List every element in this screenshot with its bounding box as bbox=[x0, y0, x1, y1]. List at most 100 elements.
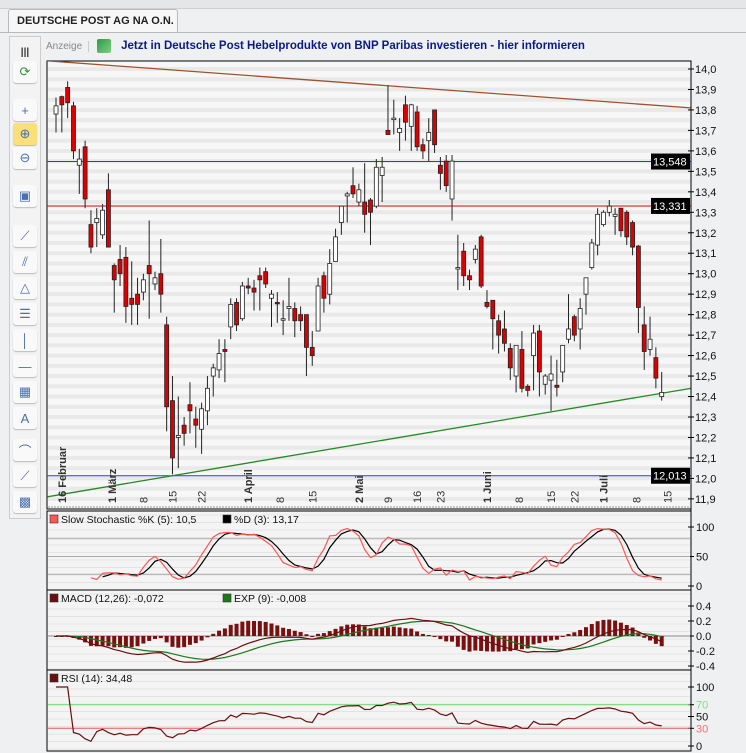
horizontal-line-button[interactable]: — bbox=[13, 355, 37, 377]
y-tick-label: 50 bbox=[696, 552, 708, 564]
macd-histogram-bar bbox=[438, 636, 443, 640]
ray-button[interactable]: ⟋ bbox=[13, 465, 37, 487]
zoom-in-button[interactable]: ⊕ bbox=[13, 123, 37, 145]
macd-histogram-bar bbox=[525, 636, 530, 649]
macd-histogram-bar bbox=[281, 627, 286, 636]
color-palette-button[interactable]: ▩ bbox=[13, 491, 37, 513]
macd-histogram-bar bbox=[543, 636, 548, 642]
macd-histogram-bar bbox=[240, 621, 245, 636]
trendline-button[interactable]: ⟋ bbox=[13, 225, 37, 247]
text-button[interactable]: A bbox=[13, 407, 37, 429]
arc-button[interactable]: ⌒ bbox=[13, 439, 37, 461]
candle-down bbox=[414, 111, 420, 148]
y-tick-label: 0 bbox=[696, 741, 702, 753]
macd-histogram-bar bbox=[321, 633, 326, 636]
macd-histogram-bar bbox=[141, 636, 146, 644]
candle-down bbox=[245, 285, 251, 289]
macd-histogram-bar bbox=[578, 629, 583, 636]
y-tick-label: 14,0 bbox=[695, 64, 716, 76]
grid-band bbox=[48, 466, 690, 471]
grid-band bbox=[48, 148, 690, 153]
macd-histogram-bar bbox=[484, 636, 489, 652]
candle-down bbox=[234, 301, 239, 326]
x-tick-label: 2 Mai bbox=[354, 475, 366, 503]
macd-histogram-bar bbox=[572, 632, 577, 636]
candle-down bbox=[117, 258, 123, 275]
grid-band bbox=[48, 476, 690, 481]
y-tick-label: 100 bbox=[696, 682, 714, 694]
legend-swatch bbox=[222, 514, 232, 524]
macd-histogram-bar bbox=[385, 627, 390, 636]
y-tick-label: 12,2 bbox=[695, 432, 716, 444]
candle-up bbox=[472, 248, 478, 260]
macd-histogram-bar bbox=[502, 636, 507, 652]
macd-histogram-bar bbox=[409, 628, 414, 636]
macd-histogram-bar bbox=[106, 636, 111, 647]
candle-down bbox=[490, 299, 496, 320]
columns-button[interactable]: ||| bbox=[13, 41, 37, 63]
channel-button[interactable]: ⫽ bbox=[13, 251, 37, 273]
screen-settings-button[interactable]: ▣ bbox=[13, 185, 37, 207]
candle-up bbox=[280, 318, 286, 321]
macd-histogram-bar bbox=[286, 629, 291, 636]
candle-down bbox=[181, 424, 187, 434]
candle-down bbox=[170, 400, 175, 459]
candle-up bbox=[606, 205, 612, 213]
candle-down bbox=[630, 222, 635, 248]
macd-histogram-bar bbox=[467, 636, 472, 652]
vertical-line-button[interactable]: │ bbox=[13, 329, 37, 351]
price-marker bbox=[651, 197, 690, 214]
candle-down bbox=[624, 211, 630, 238]
macd-histogram-bar bbox=[135, 636, 140, 647]
macd-histogram-bar bbox=[589, 624, 594, 636]
triangle-button[interactable]: △ bbox=[13, 277, 37, 299]
candle-down bbox=[88, 224, 94, 248]
candle-up bbox=[397, 127, 403, 133]
macd-histogram-bar bbox=[362, 626, 367, 636]
y-tick-label: 12,8 bbox=[695, 310, 716, 322]
fibonacci-button[interactable]: ☰ bbox=[13, 303, 37, 325]
y-tick-label: 13,1 bbox=[695, 248, 716, 260]
macd-histogram-bar bbox=[496, 636, 501, 652]
macd-histogram-bar bbox=[403, 628, 408, 636]
x-tick-label: 15 bbox=[663, 491, 675, 503]
candle-up bbox=[76, 158, 82, 166]
grid-band bbox=[48, 179, 690, 184]
grid-band bbox=[48, 333, 690, 338]
y-tick-label: -0.4 bbox=[696, 661, 715, 673]
price-marker-label: 13,548 bbox=[653, 157, 687, 169]
macd-histogram-bar bbox=[170, 636, 175, 647]
candle-down bbox=[478, 236, 484, 287]
color-palette-icon: ▩ bbox=[18, 494, 32, 509]
tab-deutsche-post[interactable]: DEUTSCHE POST AG NA O.N. bbox=[8, 9, 178, 32]
candle-down bbox=[519, 349, 525, 389]
y-tick-label: 0.2 bbox=[696, 616, 711, 628]
x-tick-label: 1 Juli bbox=[598, 475, 610, 503]
grid-band bbox=[48, 230, 690, 235]
refresh-button[interactable]: ⟳ bbox=[13, 61, 37, 83]
vertical-line-icon: │ bbox=[20, 332, 30, 348]
x-tick-label: 16 bbox=[412, 491, 424, 503]
zoom-out-button[interactable]: ⊖ bbox=[13, 147, 37, 169]
macd-histogram-bar bbox=[391, 626, 396, 636]
candle-down bbox=[59, 96, 65, 106]
crosshair-button[interactable]: + bbox=[13, 99, 37, 121]
candle-down bbox=[222, 349, 228, 352]
rectangle-add-icon: ▦ bbox=[18, 384, 32, 399]
candle-down bbox=[641, 324, 647, 352]
candle-down bbox=[467, 275, 472, 281]
grid-band bbox=[48, 87, 690, 92]
grid-band bbox=[48, 312, 690, 317]
candle-up bbox=[426, 132, 432, 142]
grid-band bbox=[48, 292, 690, 297]
candle-up bbox=[239, 285, 245, 320]
tab-divider bbox=[0, 32, 746, 33]
ad-link[interactable]: Jetzt in Deutsche Post Hebelprodukte von… bbox=[121, 40, 585, 52]
legend-label: RSI (14): 34,48 bbox=[61, 673, 132, 685]
macd-histogram-bar bbox=[83, 636, 88, 643]
rectangle-add-button[interactable]: ▦ bbox=[13, 381, 37, 403]
candle-up bbox=[542, 375, 548, 385]
macd-histogram-bar bbox=[653, 636, 658, 644]
candle-down bbox=[443, 160, 449, 187]
